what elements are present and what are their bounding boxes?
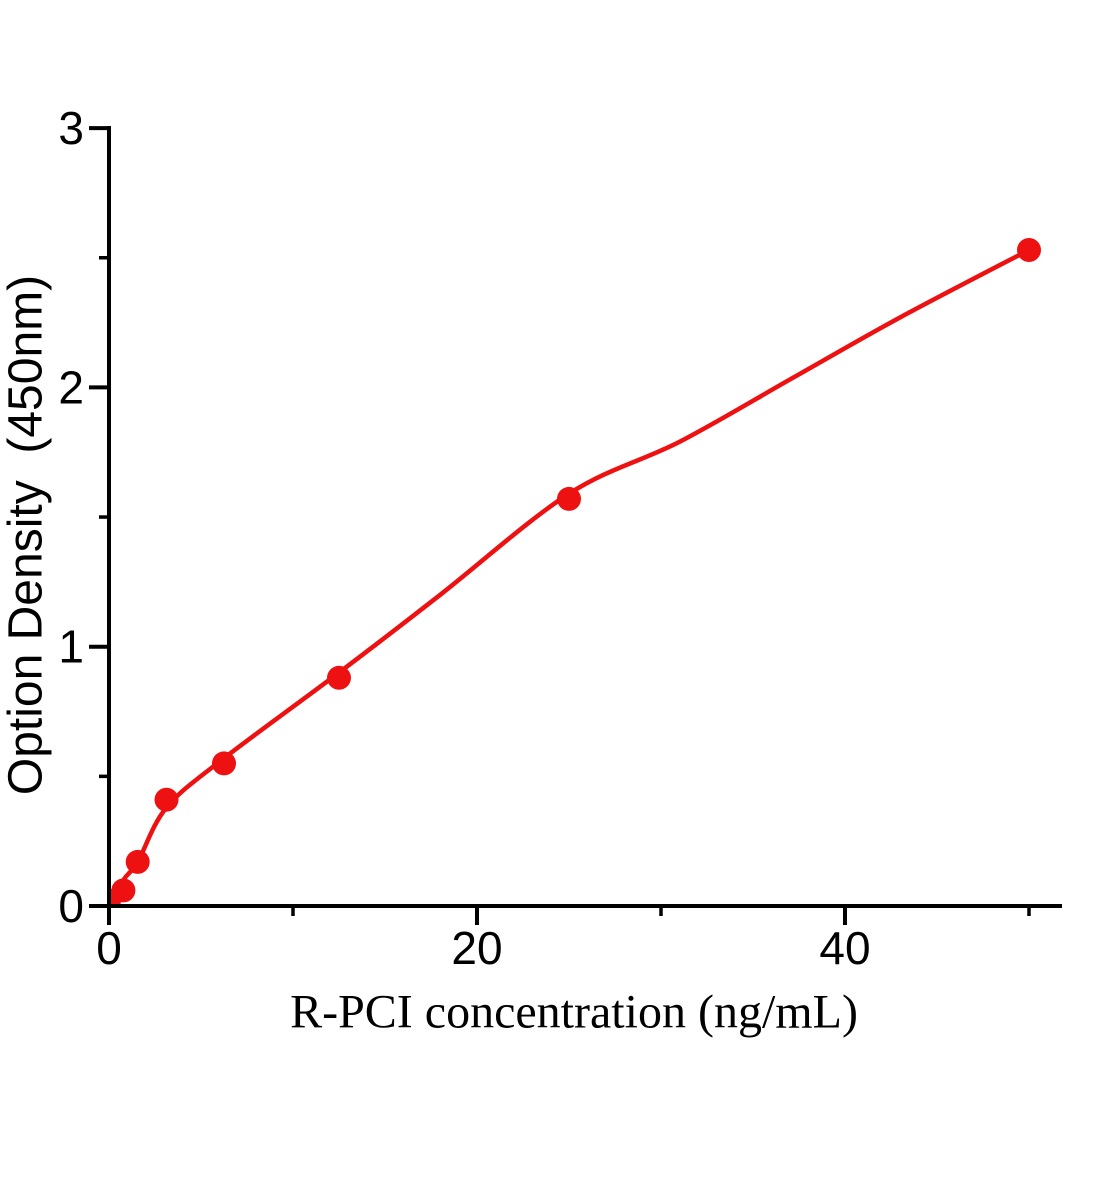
fit-curve-line <box>109 247 1032 906</box>
x-tick-label: 0 <box>96 922 122 974</box>
x-tick-label: 40 <box>819 922 870 974</box>
series-layer <box>109 238 1041 906</box>
x-tick-label: 20 <box>451 922 502 974</box>
data-point <box>154 787 179 812</box>
y-tick-label: 0 <box>58 880 84 932</box>
data-point <box>327 665 351 690</box>
y-axis-title: Option Density (450nm) <box>0 274 53 796</box>
data-point <box>1017 238 1041 262</box>
x-axis-title: R-PCI concentration (ng/mL) <box>290 985 858 1039</box>
data-point <box>212 751 236 776</box>
y-tick-label: 3 <box>58 102 84 154</box>
y-tick-label: 1 <box>58 621 84 673</box>
data-point <box>111 878 136 903</box>
axes-layer <box>89 126 1062 925</box>
y-tick-label: 2 <box>58 361 84 413</box>
data-point <box>125 849 150 874</box>
data-point <box>557 486 581 511</box>
tick-label-layer: 0 20 40 0 1 2 3 <box>58 102 870 974</box>
